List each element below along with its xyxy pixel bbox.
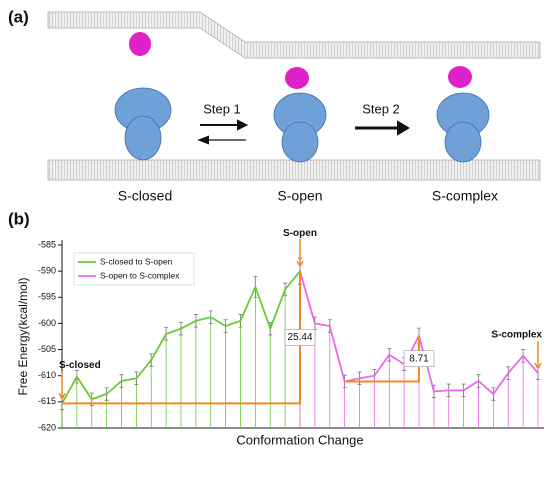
difference-bracket	[62, 271, 301, 405]
legend-label: S-open to S-complex	[100, 270, 180, 280]
panel-label: (a)	[8, 7, 29, 26]
protein	[114, 87, 490, 163]
y-tick-label: -615	[38, 396, 56, 406]
membrane	[47, 159, 541, 181]
step-label: Step 1	[203, 101, 241, 116]
legend-label: S-closed to S-open	[100, 256, 173, 266]
state-label: S-complex	[432, 188, 498, 204]
panel-label: (b)	[8, 209, 30, 228]
annotation: S-open	[283, 228, 317, 239]
y-tick-label: -610	[38, 370, 56, 380]
y-tick-label: -595	[38, 292, 56, 302]
series-line	[61, 270, 301, 404]
annotation-arrow	[58, 371, 66, 400]
label-box	[284, 328, 316, 346]
y-tick-label: -620	[38, 422, 56, 432]
series-line	[299, 270, 539, 396]
annotation: S-closed	[59, 360, 101, 371]
ligand	[129, 32, 472, 89]
arrows	[197, 119, 410, 145]
legend-box	[73, 252, 195, 286]
annotation-arrow	[534, 341, 542, 370]
label-box	[403, 350, 435, 368]
y-tick-label: -505	[38, 344, 56, 354]
state-label: S-open	[277, 188, 322, 204]
annotation: S-complex	[491, 330, 542, 341]
y-tick-label: -590	[38, 266, 56, 276]
y-tick-label: -585	[38, 239, 56, 249]
step-label: Step 2	[362, 101, 400, 116]
y-axis-label: Free Energy(kcal/mol)	[16, 277, 30, 395]
panel-a: (a) Step 1 Step 2 S-closed S-open S-comp…	[8, 7, 541, 204]
difference-label: 25.44	[287, 332, 312, 343]
annotation-arrow	[296, 239, 304, 268]
state-label: S-closed	[118, 188, 172, 204]
membrane	[47, 11, 541, 59]
x-axis-label: Conformation Change	[236, 432, 363, 447]
y-tick-label: -600	[38, 318, 56, 328]
difference-label: 8.71	[409, 353, 429, 364]
